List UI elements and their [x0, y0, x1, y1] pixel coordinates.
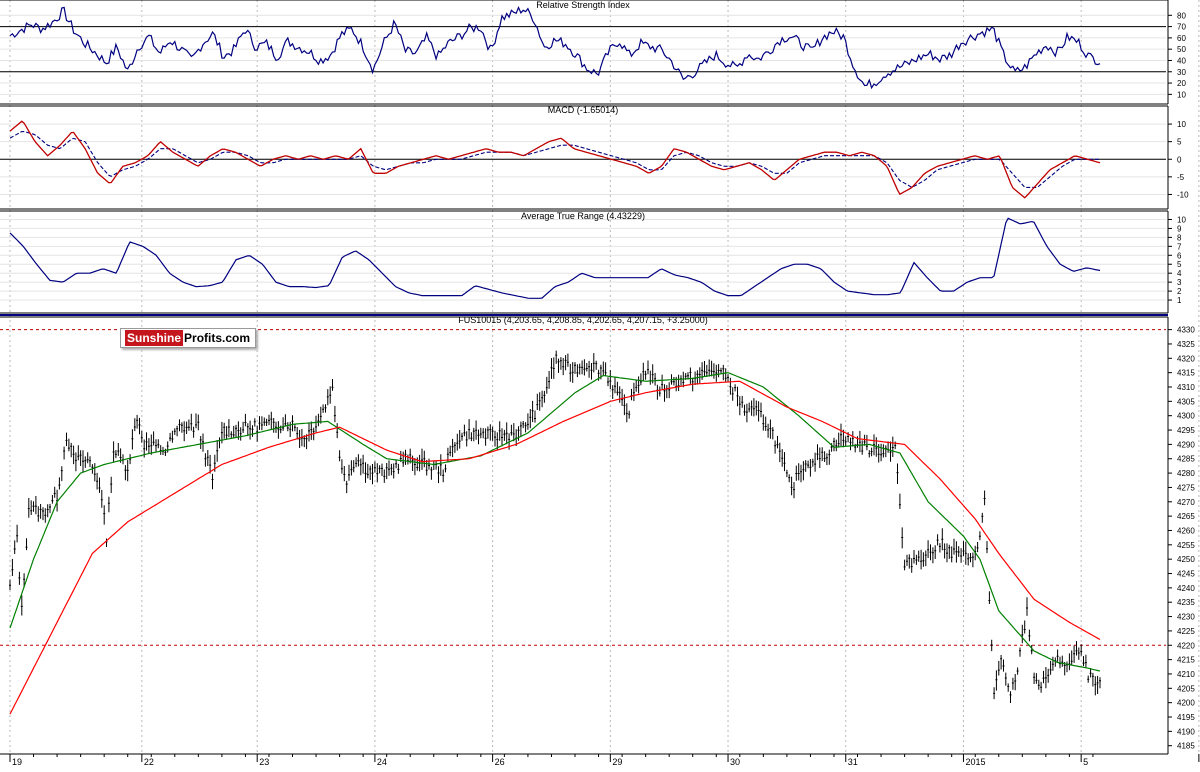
fast-moving-average [9, 372, 1101, 672]
price-ytick-label: 4250 [1177, 555, 1195, 564]
rsi-ytick-label: 70 [1177, 23, 1186, 32]
macd-ytick-label: 0 [1177, 155, 1182, 164]
price-ytick-label: 4205 [1177, 684, 1195, 693]
macd-ytick-label: 10 [1177, 120, 1186, 129]
atr-ytick-label: 2 [1177, 287, 1182, 296]
rsi-ytick-label: 80 [1177, 11, 1186, 20]
price-ytick-label: 4295 [1177, 426, 1195, 435]
x-tick-label: 24 [377, 757, 387, 767]
atr-ytick-label: 6 [1177, 251, 1182, 260]
atr-ytick-label: 1 [1177, 296, 1182, 305]
atr-ytick-label: 3 [1177, 278, 1182, 287]
price-ytick-label: 4330 [1177, 326, 1195, 335]
atr-title: Average True Range (4.43229) [521, 211, 645, 221]
x-tick-label: 30 [730, 757, 740, 767]
price-ytick-label: 4255 [1177, 541, 1195, 550]
price-ytick-label: 4265 [1177, 512, 1195, 521]
price-ytick-label: 4260 [1177, 526, 1195, 535]
price-ytick-label: 4275 [1177, 483, 1195, 492]
rsi-ytick-label: 60 [1177, 34, 1186, 43]
rsi-ytick-label: 10 [1177, 90, 1186, 99]
price-ytick-label: 4240 [1177, 584, 1195, 593]
labels: Relative Strength Index MACD (-1.65014) … [12, 0, 1195, 767]
macd-signal-line [9, 130, 1100, 188]
price-ytick-label: 4270 [1177, 498, 1195, 507]
x-tick-label: 23 [259, 757, 269, 767]
price-ytick-label: 4305 [1177, 397, 1195, 406]
atr-ytick-label: 4 [1177, 269, 1182, 278]
price-ytick-label: 4200 [1177, 699, 1195, 708]
price-ytick-label: 4190 [1177, 727, 1195, 736]
price-ytick-label: 4315 [1177, 369, 1195, 378]
price-ytick-label: 4220 [1177, 641, 1195, 650]
rsi-line [9, 5, 1101, 90]
atr-ytick-label: 7 [1177, 242, 1182, 251]
x-tick-label: 26 [495, 757, 505, 767]
x-tick-label: 29 [612, 757, 622, 767]
rsi-ytick-label: 20 [1177, 79, 1186, 88]
price-ytick-label: 4245 [1177, 570, 1195, 579]
price-ytick-label: 4185 [1177, 742, 1195, 751]
price-ytick-label: 4210 [1177, 670, 1195, 679]
x-tick-label: 22 [144, 757, 154, 767]
price-ytick-label: 4310 [1177, 383, 1195, 392]
brand-part-2: Profits.com [184, 331, 251, 345]
x-tick-label: 2015 [965, 757, 985, 767]
price-ytick-label: 4280 [1177, 469, 1195, 478]
atr-line [9, 217, 1101, 299]
macd-ytick-label: -10 [1177, 190, 1189, 199]
price-ytick-label: 4325 [1177, 340, 1195, 349]
price-ytick-label: 4230 [1177, 613, 1195, 622]
price-ytick-label: 4290 [1177, 440, 1195, 449]
atr-ytick-label: 8 [1177, 233, 1182, 242]
macd-ytick-label: -5 [1177, 173, 1185, 182]
x-tick-label: 19 [12, 757, 22, 767]
atr-ytick-label: 9 [1177, 224, 1182, 233]
price-ytick-label: 4195 [1177, 713, 1195, 722]
sunshine-profits-logo: Sunshine Profits.com [120, 328, 256, 348]
brand-part-1: Sunshine [125, 330, 184, 346]
series-lines [9, 5, 1101, 715]
price-title: FUS10015 (4,203.65, 4,208.85, 4,202.65, … [458, 315, 707, 325]
x-tick-label: 5 [1083, 757, 1088, 767]
rsi-ytick-label: 40 [1177, 56, 1186, 65]
atr-ytick-label: 10 [1177, 215, 1186, 224]
price-ytick-label: 4225 [1177, 627, 1195, 636]
gridlines [0, 0, 1200, 754]
slow-moving-average [9, 380, 1101, 715]
rsi-ytick-label: 50 [1177, 45, 1186, 54]
price-ytick-label: 4215 [1177, 656, 1195, 665]
macd-ytick-label: 5 [1177, 138, 1182, 147]
price-ytick-label: 4300 [1177, 412, 1195, 421]
rsi-title: Relative Strength Index [536, 0, 630, 10]
price-ytick-label: 4320 [1177, 354, 1195, 363]
x-tick-label: 31 [848, 757, 858, 767]
atr-ytick-label: 5 [1177, 260, 1182, 269]
rsi-ytick-label: 30 [1177, 68, 1186, 77]
price-ytick-label: 4235 [1177, 598, 1195, 607]
price-ytick-label: 4285 [1177, 455, 1195, 464]
macd-line [9, 120, 1101, 199]
macd-title: MACD (-1.65014) [548, 105, 619, 115]
